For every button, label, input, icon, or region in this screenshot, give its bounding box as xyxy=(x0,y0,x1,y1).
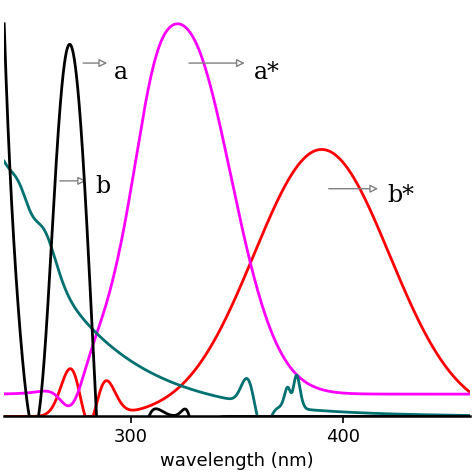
Text: a: a xyxy=(114,62,128,84)
X-axis label: wavelength (nm): wavelength (nm) xyxy=(160,452,314,470)
Text: a*: a* xyxy=(254,62,280,84)
Text: b*: b* xyxy=(387,184,414,207)
Text: b: b xyxy=(95,175,110,198)
